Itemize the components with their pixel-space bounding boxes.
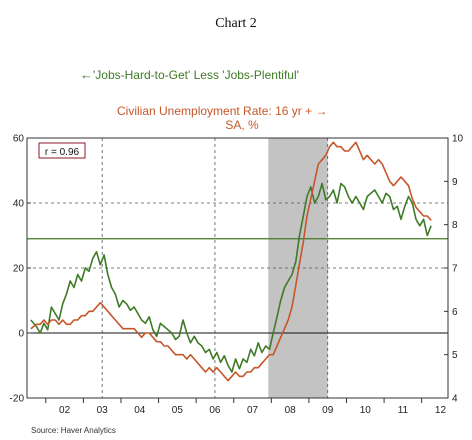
legend-orange-line2: SA, % xyxy=(225,118,259,132)
legend-green: ←'Jobs-Hard-to-Get' Less 'Jobs-Plentiful… xyxy=(80,67,299,82)
x-tick-label-10: 10 xyxy=(360,405,372,416)
legend-orange-line1: Civilian Unemployment Rate: 16 yr + → xyxy=(117,104,327,118)
x-tick-label-07: 07 xyxy=(247,405,259,416)
chart-title: Chart 2 xyxy=(215,16,257,31)
legend-orange: Civilian Unemployment Rate: 16 yr + → SA… xyxy=(117,104,327,132)
right-tick-label-9: 9 xyxy=(452,177,458,188)
left-tick-label-0: 0 xyxy=(18,329,24,340)
x-tick-label-04: 04 xyxy=(134,405,146,416)
x-tick-label-03: 03 xyxy=(97,405,109,416)
x-axis-ticks: 02 03 04 05 06 07 08 09 10 11 12 xyxy=(45,398,447,416)
x-tick-label-05: 05 xyxy=(172,405,184,416)
left-tick-label-40: 40 xyxy=(13,199,25,210)
correlation-label: r = 0.96 xyxy=(45,147,80,158)
legend-green-arrow: ← xyxy=(80,67,93,82)
right-tick-label-7: 7 xyxy=(452,264,458,275)
right-tick-label-8: 8 xyxy=(452,220,458,231)
x-tick-label-11: 11 xyxy=(398,405,409,416)
right-tick-label-5: 5 xyxy=(452,350,458,361)
plot-area: 60 40 20 0 -20 10 9 8 7 6 5 4 02 03 04 05 06 07 08 09 10 11… xyxy=(10,134,464,417)
source-note: Source: Haver Analytics xyxy=(31,426,116,435)
series-line-unemployment-rate xyxy=(30,141,432,382)
left-tick-label-60: 60 xyxy=(13,134,25,145)
x-tick-label-12: 12 xyxy=(435,405,447,416)
x-tick-label-08: 08 xyxy=(285,405,297,416)
correlation-box: r = 0.96 xyxy=(38,142,86,159)
right-tick-label-4: 4 xyxy=(452,394,458,405)
horizontal-gridlines xyxy=(27,202,448,269)
x-tick-label-06: 06 xyxy=(209,405,221,416)
correlation-box-frame xyxy=(38,142,86,159)
left-tick-label--20: -20 xyxy=(10,394,25,405)
legend-green-label: ←'Jobs-Hard-to-Get' Less 'Jobs-Plentiful… xyxy=(80,67,299,82)
legend-green-text: 'Jobs-Hard-to-Get' Less 'Jobs-Plentiful' xyxy=(93,68,299,82)
x-tick-label-09: 09 xyxy=(322,405,334,416)
right-tick-label-6: 6 xyxy=(452,307,458,318)
right-axis-ticks: 10 9 8 7 6 5 4 xyxy=(444,134,464,405)
left-tick-label-20: 20 xyxy=(13,264,25,275)
series-line-jobs-hard-to-get xyxy=(30,182,432,373)
left-axis-ticks: 60 40 20 0 -20 xyxy=(10,134,31,405)
right-tick-label-10: 10 xyxy=(452,134,464,145)
x-tick-label-02: 02 xyxy=(59,405,71,416)
